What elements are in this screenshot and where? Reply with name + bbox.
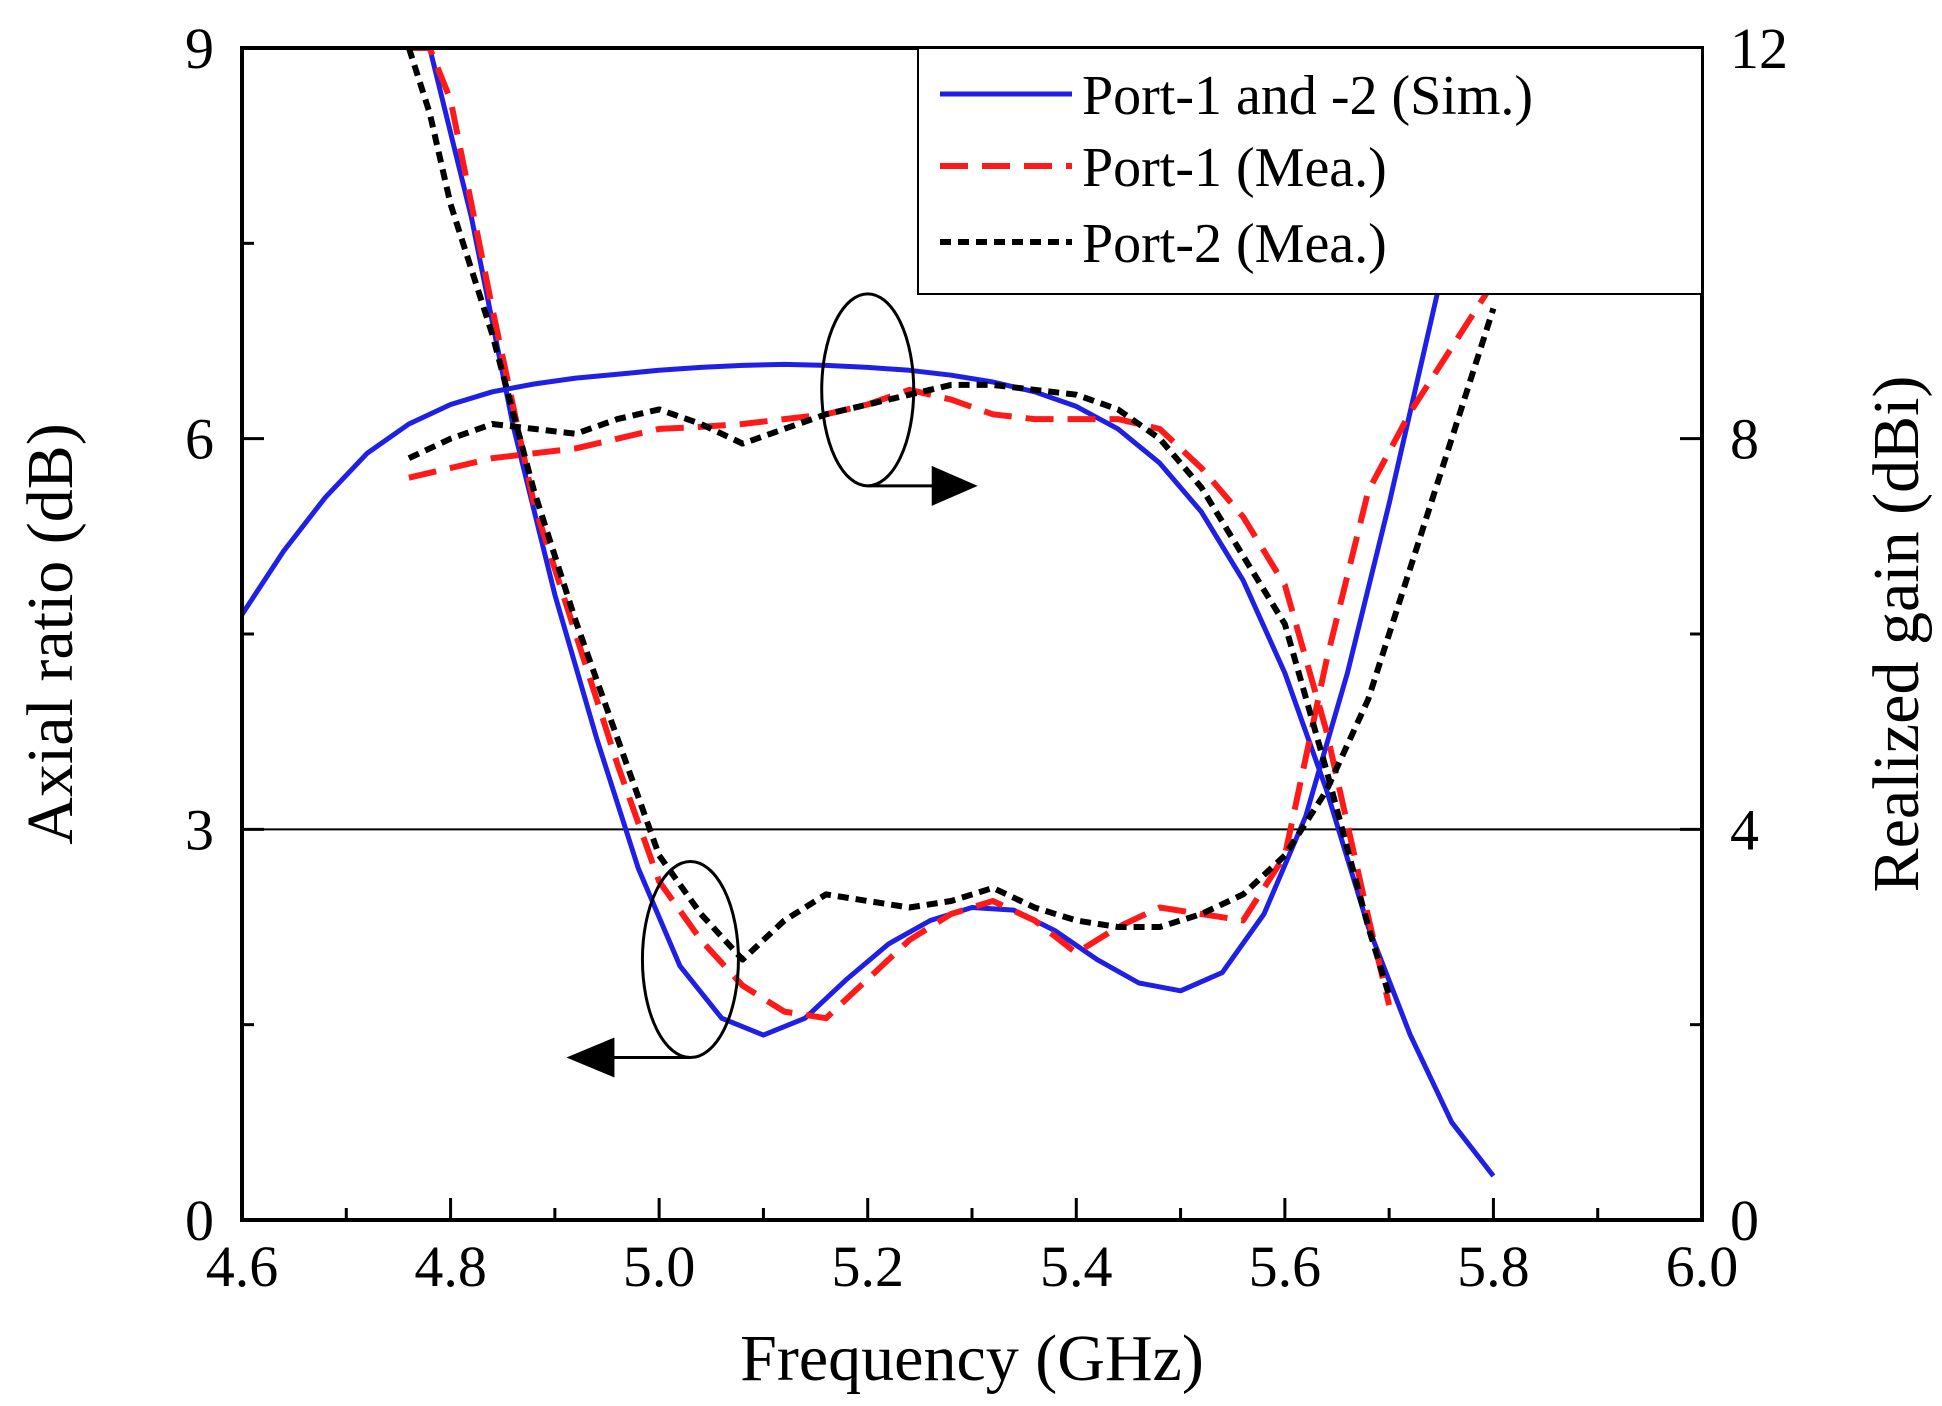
legend-box xyxy=(917,47,1703,295)
x-axis-title: Frequency (GHz) xyxy=(740,1322,1204,1395)
y-left-tick-label-3: 3 xyxy=(185,797,214,862)
series-realized-gain-3 xyxy=(408,386,1393,1006)
y-left-tick-label-9: 9 xyxy=(185,16,214,81)
x-tick-label-5.2: 5.2 xyxy=(831,1234,904,1299)
x-tick-label-5.6: 5.6 xyxy=(1249,1234,1322,1299)
x-tick-label-5.0: 5.0 xyxy=(623,1234,696,1299)
gain-group-arrow-head xyxy=(931,465,978,506)
legend: Port-1 and -2 (Sim.) Port-1 (Mea.) Port-… xyxy=(917,47,1703,295)
y-right-tick-label-0: 0 xyxy=(1730,1188,1759,1253)
y-left-tick-label-6: 6 xyxy=(185,407,214,472)
legend-label-port1-mea: Port-1 (Mea.) xyxy=(1082,137,1387,199)
x-tick-label-4.8: 4.8 xyxy=(414,1234,487,1299)
y-right-tick-label-8: 8 xyxy=(1730,407,1759,472)
series-layer xyxy=(242,48,1508,1178)
series-axial-ratio-0 xyxy=(427,48,1508,1038)
y-right-tick-label-4: 4 xyxy=(1730,797,1759,862)
series-realized-gain-5 xyxy=(407,381,1392,997)
legend-label-port2-mea: Port-2 (Mea.) xyxy=(1082,213,1387,275)
series-realized-gain-1 xyxy=(242,361,1496,1178)
y-axis-right-title: Realized gain (dBi) xyxy=(1860,376,1933,893)
x-tick-label-6.0: 6.0 xyxy=(1666,1234,1739,1299)
y-axis-left-title: Axial ratio (dB) xyxy=(14,423,87,845)
annotations-layer xyxy=(566,292,978,1078)
legend-label-sim: Port-1 and -2 (Sim.) xyxy=(1082,65,1533,127)
x-tick-label-5.4: 5.4 xyxy=(1040,1234,1113,1299)
x-tick-label-5.8: 5.8 xyxy=(1457,1234,1530,1299)
series-axial-ratio-2 xyxy=(408,48,1496,1022)
x-tick-label-4.6: 4.6 xyxy=(206,1234,279,1299)
y-right-tick-label-12: 12 xyxy=(1730,16,1788,81)
y-left-tick-label-0: 0 xyxy=(185,1188,214,1253)
series-axial-ratio-4 xyxy=(406,48,1497,963)
axial-ratio-group-arrow-head xyxy=(566,1037,615,1078)
